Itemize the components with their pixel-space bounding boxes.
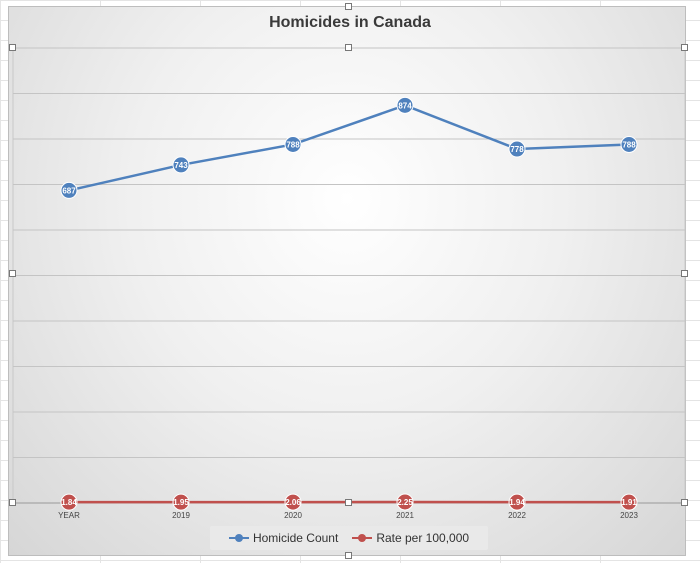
- x-tick-label: YEAR: [58, 511, 80, 520]
- data-label-rate: 1.84: [61, 498, 77, 507]
- data-point-rate: [172, 493, 190, 511]
- x-tick-label: 2020: [284, 511, 302, 520]
- resize-handle-bottom-right[interactable]: [681, 499, 688, 506]
- legend-swatch-homicide-count: [228, 533, 249, 543]
- data-label-homicide-count: 687: [62, 186, 76, 195]
- frame-handle-top[interactable]: [345, 3, 352, 10]
- data-label-rate: 2.25: [397, 498, 413, 507]
- data-label-homicide-count: 778: [510, 145, 524, 154]
- data-point-rate: [60, 493, 78, 511]
- x-tick-label: 2021: [396, 511, 414, 520]
- x-tick-label: 2019: [172, 511, 190, 520]
- resize-handle-top-right[interactable]: [681, 44, 688, 51]
- data-point-homicide-count: [284, 135, 302, 153]
- resize-handle-middle-right[interactable]: [681, 270, 688, 277]
- data-point-rate: [284, 493, 302, 511]
- series-line-homicide-count: [68, 103, 630, 192]
- legend-label-homicide-count: Homicide Count: [252, 531, 339, 545]
- data-label-homicide-count: 743: [174, 161, 188, 170]
- x-tick-label: 2022: [508, 511, 526, 520]
- data-label-homicide-count: 874: [398, 101, 412, 110]
- data-point-homicide-count: [396, 96, 414, 114]
- legend-swatch-rate: [352, 533, 373, 543]
- chart-area[interactable]: [8, 6, 686, 556]
- x-tick-label: 2023: [620, 511, 638, 520]
- legend-entry-homicide-count: Homicide Count: [228, 531, 339, 545]
- data-label-homicide-count: 788: [286, 140, 300, 149]
- frame-handle-bottom[interactable]: [345, 552, 352, 559]
- data-point-homicide-count: [172, 156, 190, 174]
- data-label-rate: 1.95: [173, 498, 189, 507]
- legend-label-rate: Rate per 100,000: [376, 531, 470, 545]
- chart-title: Homicides in Canada: [269, 14, 431, 31]
- data-point-rate: [620, 493, 638, 511]
- data-point-homicide-count: [508, 140, 526, 158]
- legend-entry-rate: Rate per 100,000: [352, 531, 469, 545]
- data-label-rate: 2.06: [285, 498, 301, 507]
- data-point-rate: [396, 493, 414, 511]
- data-label-homicide-count: 788: [622, 140, 636, 149]
- resize-handle-top-middle[interactable]: [345, 44, 352, 51]
- data-point-rate: [508, 493, 526, 511]
- data-point-homicide-count: [620, 135, 638, 153]
- data-label-rate: 1.94: [509, 498, 525, 507]
- resize-handle-bottom-left[interactable]: [9, 499, 16, 506]
- data-label-rate: 1.91: [621, 498, 637, 507]
- data-point-homicide-count: [60, 181, 78, 199]
- resize-handle-bottom-middle[interactable]: [345, 499, 352, 506]
- legend[interactable]: Homicide Count Rate per 100,000: [210, 526, 488, 550]
- resize-handle-top-left[interactable]: [9, 44, 16, 51]
- resize-handle-middle-left[interactable]: [9, 270, 16, 277]
